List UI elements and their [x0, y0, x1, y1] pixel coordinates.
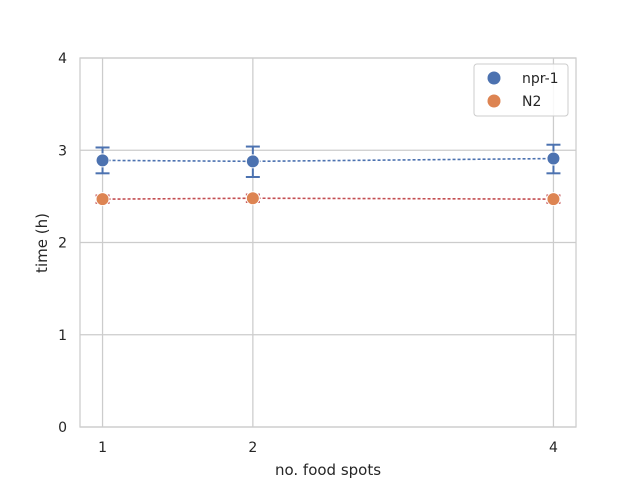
legend-label-n2: N2	[522, 94, 541, 110]
legend: npr-1 N2	[473, 63, 569, 117]
y-tick-label: 4	[58, 51, 67, 67]
x-tick-label: 4	[549, 440, 558, 456]
legend-marker-npr-1	[487, 71, 501, 85]
data-point	[95, 192, 110, 207]
data-point	[95, 153, 110, 168]
data-point	[245, 154, 260, 169]
y-axis-label: time (h)	[33, 213, 51, 273]
series-n2	[95, 191, 561, 207]
y-tick-label: 2	[58, 236, 67, 252]
y-tick-label: 1	[58, 328, 67, 344]
data-point	[546, 192, 561, 207]
x-tick-label: 1	[98, 440, 107, 456]
plot-frame	[79, 57, 577, 428]
series-layer	[95, 143, 561, 207]
y-tick-label: 3	[58, 143, 67, 159]
tick-labels: 0 1 2 3 4 1 2 4	[58, 51, 558, 456]
data-point	[245, 191, 260, 206]
series-npr-1	[95, 143, 561, 179]
legend-marker-n2	[487, 94, 501, 108]
y-tick-label: 0	[58, 420, 67, 436]
data-point	[546, 151, 561, 166]
x-axis-label: no. food spots	[275, 461, 381, 479]
legend-label-npr-1: npr-1	[522, 71, 559, 87]
x-tick-label: 2	[248, 440, 257, 456]
